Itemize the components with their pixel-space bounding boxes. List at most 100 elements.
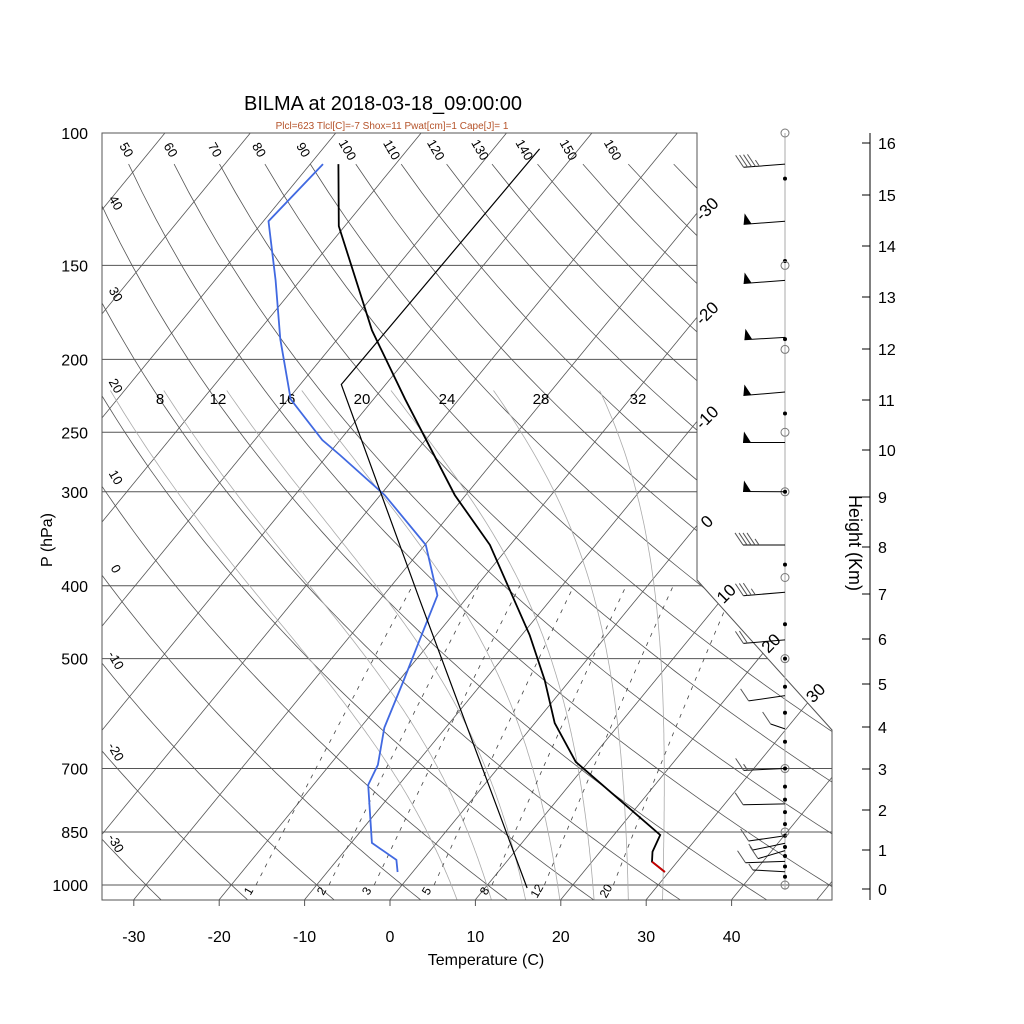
wind-barb (762, 711, 786, 730)
barb-feather (734, 583, 744, 597)
barb-feather (742, 532, 752, 546)
wind-barb (735, 758, 786, 771)
sounding-profiles (267, 148, 666, 889)
level-dot (783, 844, 787, 849)
wind-barb (740, 688, 786, 702)
pressure-tick-label: 100 (61, 126, 88, 143)
isotherm-line (102, 133, 337, 900)
mixing-ratio-line (544, 585, 674, 886)
height-tick-label: 9 (878, 490, 887, 507)
x-tick-label: -30 (122, 929, 145, 946)
dry-adiabat-label: 100 (336, 137, 360, 163)
dry-adiabat-line (309, 163, 832, 900)
barb-feather (737, 850, 746, 864)
dry-adiabat-label: 60 (161, 140, 181, 160)
barb-half-feather (750, 588, 756, 596)
level-dot (783, 797, 787, 802)
barb-shaft (745, 860, 786, 864)
chart-subtitle: Plcl=623 Tlcl[C]=-7 Shox=11 Pwat[cm]=1 C… (276, 121, 509, 132)
barb-feather (738, 630, 748, 644)
dry-adiabat-label: 40 (106, 193, 126, 213)
moist-adiabat-label: 28 (533, 391, 550, 408)
wind-barb (734, 630, 786, 644)
wind-barb (734, 792, 786, 806)
barb-shaft (744, 336, 786, 341)
moist-adiabat-label: 16 (279, 391, 296, 408)
level-dot (783, 864, 787, 869)
height-tick-label: 2 (878, 803, 887, 820)
barb-shaft (743, 163, 786, 168)
wind-barb (743, 480, 786, 493)
barb-pennant (743, 431, 751, 443)
pressure-tick-label: 300 (61, 485, 88, 502)
barb-shaft (752, 869, 786, 873)
level-circle (780, 260, 790, 270)
dry-adiabat-label: 160 (601, 137, 625, 163)
level-dot (783, 739, 787, 744)
barb-feather (740, 828, 750, 842)
barb-pennant (743, 480, 752, 492)
pressure-tick-label: 1000 (52, 878, 88, 895)
height-tick-label: 14 (878, 239, 896, 256)
level-dot (783, 656, 787, 661)
wind-barb (748, 863, 786, 873)
barb-shaft (748, 695, 786, 702)
barb-feather (738, 583, 748, 596)
height-tick-label: 12 (878, 342, 896, 359)
moist-adiabat-line (110, 390, 458, 900)
pressure-tick-label: 400 (61, 579, 88, 596)
dry-adiabat-label: 50 (116, 140, 136, 160)
barb-pennant (743, 272, 752, 284)
level-dot (783, 562, 787, 567)
pressure-tick-label: 850 (61, 825, 88, 842)
level-dot (783, 684, 787, 689)
dry-adiabat-label: 150 (557, 137, 581, 163)
wind-barb (735, 154, 786, 168)
dry-adiabat-line (491, 163, 832, 900)
wind-barb (744, 328, 786, 341)
pressure-tick-label: 250 (61, 425, 88, 442)
wind-barb (743, 272, 786, 284)
moist-adiabat-label: 8 (156, 391, 164, 408)
dry-adiabat-label: 30 (106, 284, 126, 304)
dry-adiabat-line (102, 164, 163, 900)
barb-feather (738, 532, 748, 546)
wind-barb (734, 582, 786, 597)
isotherm-line (102, 133, 422, 900)
dry-adiabat-label: -20 (105, 740, 127, 764)
barb-shaft (743, 591, 786, 597)
barb-half-feather (748, 863, 754, 871)
height-tick-label: 16 (878, 136, 896, 153)
level-dot (783, 710, 787, 715)
level-dot (783, 784, 787, 789)
isotherm-line (474, 133, 832, 900)
isotherm-line (102, 133, 593, 900)
height-tick-label: 15 (878, 188, 896, 205)
dry-adiabat-label: 130 (468, 137, 492, 163)
mixing-ratio-line (613, 585, 736, 886)
dry-adiabat-label: -10 (105, 648, 127, 672)
barb-shaft (757, 850, 786, 860)
barb-shaft (743, 768, 786, 771)
level-circle (780, 880, 790, 890)
height-tick-label: 0 (878, 882, 887, 899)
barb-feather (762, 711, 772, 725)
dry-adiabat-label: 140 (512, 137, 536, 163)
isotherm-label: 30 (802, 680, 829, 707)
barb-feather (743, 154, 752, 167)
dewpoint-line (267, 163, 439, 873)
mixing-ratio-line (255, 585, 413, 886)
barb-feather (735, 155, 745, 168)
isotherm-label: -20 (692, 298, 723, 329)
dry-adiabat-line (537, 163, 832, 900)
isotherm-line (560, 133, 832, 900)
isotherm-line (102, 133, 251, 900)
dry-adiabat-line (102, 163, 423, 900)
x-axis-title: Temperature (C) (428, 952, 544, 969)
parcel-line (340, 148, 541, 889)
barb-feather (746, 532, 756, 546)
barb-feather (749, 846, 759, 859)
level-circle (780, 128, 790, 138)
barb-half-feather (754, 159, 760, 167)
